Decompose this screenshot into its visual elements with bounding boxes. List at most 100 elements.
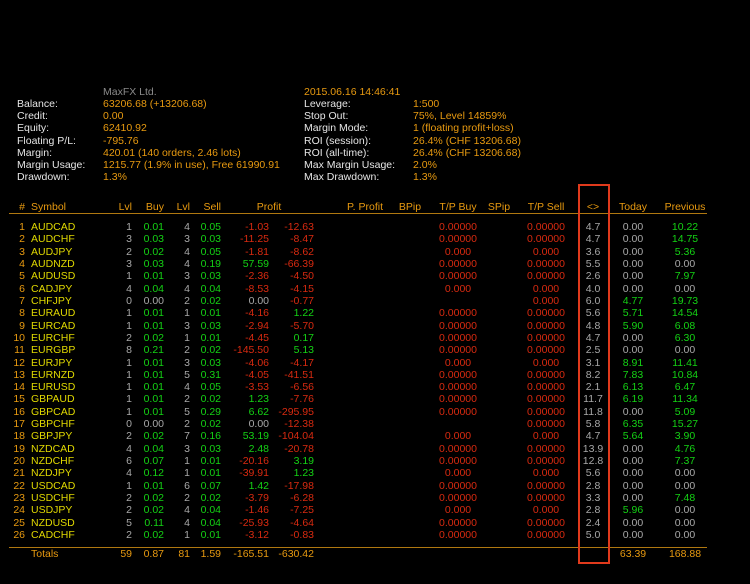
buy-profit: -1.03 bbox=[245, 221, 269, 233]
symbol: AUDJPY bbox=[31, 245, 73, 258]
tp-sell: 0.00000 bbox=[527, 479, 565, 492]
account-value: 1:500 bbox=[413, 98, 440, 110]
column-header-buy[interactable]: Buy bbox=[145, 201, 164, 213]
today-profit: 0.00 bbox=[622, 221, 644, 233]
symbol: EURCHF bbox=[31, 331, 75, 344]
table-row[interactable]: 16 GBPCAD 1 0.01 5 0.29 6.62 -295.95 0.00000 0.00… bbox=[0, 406, 710, 418]
row-number: 18 bbox=[13, 430, 25, 443]
table-row[interactable]: 4 AUDNZD 3 0.03 4 0.19 57.59 -66.39 0.00000 0.000… bbox=[0, 258, 710, 270]
table-row[interactable]: 26 CADCHF 2 0.02 1 0.01 -3.12 -0.83 0.00000 0.000… bbox=[0, 529, 710, 541]
previous-profit: 6.08 bbox=[674, 319, 696, 332]
row-number: 8 bbox=[19, 307, 25, 320]
account-label: Stop Out: bbox=[304, 110, 349, 123]
today-profit: 0.00 bbox=[622, 331, 644, 344]
buy-lots: 0.01 bbox=[143, 307, 164, 320]
tp-buy: 0.00000 bbox=[439, 257, 477, 270]
table-row[interactable]: 13 EURNZD 1 0.01 5 0.31 -4.05 -41.51 0.00000 0.00… bbox=[0, 369, 710, 381]
buy-profit: 6.62 bbox=[248, 405, 269, 418]
table-row[interactable]: 3 AUDJPY 2 0.02 4 0.05 -1.81 -8.62 0.000 0.000 3.6… bbox=[0, 246, 710, 258]
buy-profit: -4.16 bbox=[245, 307, 269, 320]
sell-level: 3 bbox=[184, 356, 190, 369]
table-row[interactable]: 11 EURGBP 8 0.21 2 0.02 -145.50 5.13 0.00000 0.00… bbox=[0, 344, 710, 356]
column-header-profit[interactable]: Profit bbox=[256, 201, 282, 213]
buy-lots: 0.01 bbox=[143, 270, 164, 283]
tp-buy: 0.000 bbox=[444, 430, 472, 443]
sell-level: 3 bbox=[184, 319, 190, 332]
sell-level: 4 bbox=[184, 245, 190, 258]
sell-level: 4 bbox=[184, 221, 190, 233]
totals-sell-lots: 1.59 bbox=[200, 548, 221, 560]
row-number: 22 bbox=[13, 479, 25, 492]
sell-profit: 1.23 bbox=[293, 467, 314, 480]
buy-profit: 53.19 bbox=[242, 430, 269, 443]
column-header-lvl[interactable]: Lvl bbox=[176, 201, 190, 213]
column-header-t-p-buy[interactable]: T/P Buy bbox=[439, 201, 477, 213]
buy-level: 2 bbox=[126, 504, 132, 517]
previous-profit: 4.76 bbox=[674, 442, 696, 455]
today-profit: 8.91 bbox=[622, 356, 644, 369]
tp-sell: 0.00000 bbox=[527, 529, 565, 541]
table-row[interactable]: 2 AUDCHF 3 0.03 3 0.03 -11.25 -8.47 0.00000 0.000… bbox=[0, 233, 710, 245]
column-header-[interactable]: <> bbox=[586, 201, 600, 213]
table-row[interactable]: 5 AUDUSD 1 0.01 3 0.03 -2.36 -4.50 0.00000 0.0000… bbox=[0, 270, 710, 282]
column-header-sell[interactable]: Sell bbox=[203, 201, 221, 213]
symbol: NZDCAD bbox=[31, 442, 75, 455]
today-profit: 0.00 bbox=[622, 467, 644, 480]
buy-lots: 0.03 bbox=[143, 233, 164, 246]
table-row[interactable]: 24 USDJPY 2 0.02 4 0.04 -1.46 -7.25 0.000 0.000 2.… bbox=[0, 504, 710, 516]
buy-lots: 0.01 bbox=[143, 221, 164, 233]
account-label: Equity: bbox=[17, 122, 50, 135]
table-row[interactable]: 18 GBPJPY 2 0.02 7 0.16 53.19 -104.04 0.000 0.000… bbox=[0, 430, 710, 442]
account-label: Margin: bbox=[17, 146, 53, 159]
column-header-today[interactable]: Today bbox=[618, 201, 648, 213]
column-header-lvl[interactable]: Lvl bbox=[118, 201, 132, 213]
buy-level: 0 bbox=[126, 418, 132, 431]
column-header-p-profit[interactable]: P. Profit bbox=[347, 201, 383, 213]
today-profit: 5.90 bbox=[622, 319, 644, 332]
table-row[interactable]: 9 EURCAD 1 0.01 3 0.03 -2.94 -5.70 0.00000 0.0000… bbox=[0, 320, 710, 332]
column-header-previous[interactable]: Previous bbox=[664, 201, 706, 213]
sell-level: 6 bbox=[184, 479, 190, 492]
table-row[interactable]: 25 NZDUSD 5 0.11 4 0.04 -25.93 -4.64 0.00000 0.00… bbox=[0, 517, 710, 529]
table-row[interactable]: 12 EURJPY 1 0.01 3 0.03 -4.06 -4.17 0.000 0.000 3.… bbox=[0, 357, 710, 369]
buy-lots: 0.00 bbox=[143, 294, 164, 307]
today-profit: 0.00 bbox=[622, 516, 644, 529]
spread: 4.8 bbox=[585, 319, 601, 332]
table-row[interactable]: 17 GBPCHF 0 0.00 2 0.02 0.00 -12.38 0.00000 5.8 6.… bbox=[0, 418, 710, 430]
buy-level: 0 bbox=[126, 294, 132, 307]
table-row[interactable]: 1 AUDCAD 1 0.01 4 0.05 -1.03 -12.63 0.00000 0.000… bbox=[0, 221, 710, 233]
table-row[interactable]: 21 NZDJPY 4 0.12 1 0.01 -39.91 1.23 0.000 0.000 5.… bbox=[0, 467, 710, 479]
tp-buy: 0.00000 bbox=[439, 368, 477, 381]
table-row[interactable]: 23 USDCHF 2 0.02 2 0.02 -3.79 -6.28 0.00000 0.000… bbox=[0, 492, 710, 504]
table-row[interactable]: 20 NZDCHF 6 0.07 1 0.01 -20.16 3.19 0.00000 0.000… bbox=[0, 455, 710, 467]
symbol: USDJPY bbox=[31, 504, 73, 517]
sell-profit: -8.47 bbox=[290, 233, 314, 246]
tp-sell: 0.00000 bbox=[527, 221, 565, 233]
account-value: 420.01 (140 orders, 2.46 lots) bbox=[103, 146, 241, 159]
column-header-symbol[interactable]: Symbol bbox=[31, 201, 67, 213]
row-number: 7 bbox=[19, 294, 25, 307]
tp-buy: 0.000 bbox=[444, 245, 472, 258]
totals-previous: 168.88 bbox=[668, 548, 702, 560]
table-row[interactable]: 8 EURAUD 1 0.01 1 0.01 -4.16 1.22 0.00000 0.00000… bbox=[0, 307, 710, 319]
column-header-[interactable]: # bbox=[19, 201, 25, 213]
column-header-t-p-sell[interactable]: T/P Sell bbox=[527, 201, 565, 213]
column-header-bpip[interactable]: BPip bbox=[398, 201, 422, 213]
previous-profit: 14.54 bbox=[671, 307, 699, 320]
account-value: 63206.68 (+13206.68) bbox=[103, 98, 207, 110]
symbol: EURCAD bbox=[31, 319, 76, 332]
table-row[interactable]: 19 NZDCAD 4 0.04 3 0.03 2.48 -20.78 0.00000 0.000… bbox=[0, 443, 710, 455]
buy-profit: -11.25 bbox=[240, 233, 269, 246]
table-row[interactable]: 6 CADJPY 4 0.04 4 0.04 -8.53 -4.15 0.000 0.000 4.0… bbox=[0, 283, 710, 295]
table-row[interactable]: 22 USDCAD 1 0.01 6 0.07 1.42 -17.98 0.00000 0.000… bbox=[0, 480, 710, 492]
table-row[interactable]: 15 GBPAUD 1 0.01 2 0.02 1.23 -7.76 0.00000 0.0000… bbox=[0, 393, 710, 405]
tp-buy: 0.00000 bbox=[439, 307, 477, 320]
sell-level: 2 bbox=[184, 344, 190, 357]
today-profit: 0.00 bbox=[622, 245, 644, 258]
table-row[interactable]: 7 CHFJPY 0 0.00 2 0.02 0.00 -0.77 0.000 6.0 4.77 19… bbox=[0, 295, 710, 307]
table-row[interactable]: 14 EURUSD 1 0.01 4 0.05 -3.53 -6.56 0.00000 0.000… bbox=[0, 381, 710, 393]
column-header-spip[interactable]: SPip bbox=[487, 201, 511, 213]
table-row[interactable]: 10 EURCHF 2 0.02 1 0.01 -4.45 0.17 0.00000 0.0000… bbox=[0, 332, 710, 344]
buy-level: 3 bbox=[126, 233, 132, 246]
tp-sell: 0.000 bbox=[532, 430, 560, 443]
